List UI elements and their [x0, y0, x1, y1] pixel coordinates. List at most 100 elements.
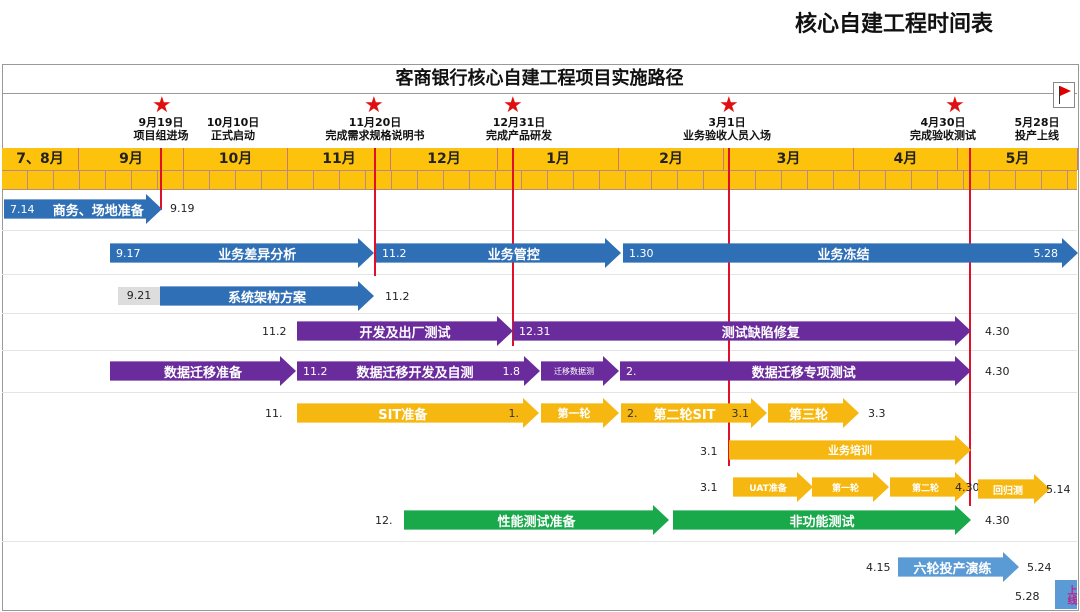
- month-2: 2月: [619, 148, 724, 170]
- end-date: 4.30: [955, 481, 980, 494]
- end-date: 1.8: [502, 364, 520, 378]
- task-label: 测试缺陷修复: [721, 325, 800, 341]
- task-label: 业务冻结: [817, 247, 870, 263]
- task-label: 性能测试准备: [497, 514, 576, 530]
- milestone-date: 3月1日: [708, 116, 746, 129]
- milestone: 4月30日 完成验收测试: [878, 116, 1008, 142]
- star-icon: ★: [364, 93, 384, 118]
- end-date: 5.14: [1046, 483, 1071, 496]
- month-3: 3月: [724, 148, 854, 170]
- milestone: 9月19日 项目组进场: [96, 116, 226, 142]
- start-date: 11.2: [382, 246, 407, 260]
- task-label: 业务差异分析: [218, 247, 297, 263]
- milestone: 10月10日 正式启动: [168, 116, 298, 142]
- week-grid: [2, 170, 1077, 190]
- star-icon: ★: [152, 93, 172, 118]
- month-4: 4月: [854, 148, 958, 170]
- task-label: 业务培训: [828, 444, 872, 457]
- task-label: 商务、场地准备: [52, 203, 144, 219]
- end-date: 3.3: [868, 407, 886, 420]
- month-9: 9月: [79, 148, 184, 170]
- start-date: 2.: [626, 364, 637, 378]
- milestone-label: 完成产品研发: [486, 129, 552, 142]
- task-label: 数据迁移开发及自测: [356, 365, 474, 381]
- milestone-line: [160, 148, 162, 210]
- end-date: 4.30: [985, 325, 1010, 338]
- start-date: 11.2: [303, 364, 328, 378]
- task-label: 系统架构方案: [227, 290, 306, 306]
- milestone: 11月20日 完成需求规格说明书: [310, 116, 440, 142]
- task-label: 业务管控: [487, 247, 540, 263]
- row-divider: [2, 541, 1077, 542]
- milestone-label: 完成需求规格说明书: [325, 129, 425, 142]
- milestone-line: [374, 148, 376, 276]
- diagram-frame: [2, 64, 1079, 611]
- task-label: 第一轮: [557, 407, 591, 420]
- start-date: 7.14: [10, 202, 35, 216]
- month-11: 11月: [288, 148, 391, 170]
- start-date: 11.2: [262, 325, 287, 338]
- start-date: 12.: [375, 514, 393, 527]
- star-icon: ★: [503, 93, 523, 118]
- end-date: 4.30: [985, 365, 1010, 378]
- milestone-label: 项目组进场: [133, 129, 189, 142]
- golive-marker: 上线: [1055, 580, 1077, 609]
- month-12: 12月: [391, 148, 498, 170]
- end-date: 5.24: [1027, 561, 1052, 574]
- task-label: 回归测: [993, 485, 1023, 497]
- milestone: 3月1日 业务验收人员入场: [662, 116, 792, 142]
- milestone-line: [728, 148, 730, 466]
- milestone-label: 正式启动: [211, 129, 255, 142]
- row-divider: [2, 313, 1077, 314]
- star-icon: ★: [945, 93, 965, 118]
- page-title: 核心自建工程时间表: [795, 12, 994, 37]
- chart-title: 客商银行核心自建工程项目实施路径: [2, 64, 1077, 94]
- task-label: 第一轮: [831, 483, 859, 494]
- milestone-date: 10月10日: [206, 116, 260, 129]
- milestone-label: 业务验收人员入场: [683, 129, 771, 142]
- task-label: 数据迁移准备: [163, 365, 242, 381]
- row-divider: [2, 350, 1077, 351]
- row-divider: [2, 230, 1077, 231]
- row-divider: [2, 392, 1077, 393]
- row-divider: [2, 274, 1077, 275]
- milestone-date: 9月19日: [138, 116, 184, 129]
- task-label: 第二轮SIT: [653, 407, 716, 423]
- milestone-label: 投产上线: [1015, 129, 1059, 142]
- milestone-date: 12月31日: [492, 116, 546, 129]
- task-label: 迁移数据测: [554, 366, 594, 376]
- star-icon: ★: [719, 93, 739, 118]
- month-1: 1月: [498, 148, 619, 170]
- milestone-date: 4月30日: [920, 116, 966, 129]
- start-date: 12.31: [519, 324, 551, 338]
- flag-icon: [1053, 82, 1075, 108]
- task-label: UAT准备: [749, 483, 787, 494]
- start-date: 2.: [627, 406, 638, 420]
- start-date: 1.30: [629, 246, 654, 260]
- end-date: 11.2: [385, 290, 410, 303]
- end-date: 9.19: [170, 202, 195, 215]
- task-label: 非功能测试: [789, 514, 855, 530]
- month-7-8: 7、8月: [2, 148, 79, 170]
- start-date: 3.1: [700, 445, 718, 458]
- end-date: 5.28: [1033, 246, 1058, 260]
- milestone-date: 5月28日: [1014, 116, 1060, 129]
- golive-date: 5.28: [1015, 590, 1040, 603]
- milestone-line: [969, 148, 971, 506]
- milestone-label: 完成验收测试: [910, 129, 976, 142]
- month-10: 10月: [184, 148, 288, 170]
- milestone: 12月31日 完成产品研发: [454, 116, 584, 142]
- task-label: 数据迁移专项测试: [751, 365, 856, 381]
- milestone: 5月28日 投产上线: [972, 116, 1080, 142]
- milestone-date: 11月20日: [348, 116, 402, 129]
- start-date: 3.1: [700, 481, 718, 494]
- month-5: 5月: [958, 148, 1078, 170]
- task-label: 六轮投产演练: [913, 561, 992, 577]
- start-date: 9.21: [118, 287, 160, 305]
- task-label: 第二轮: [911, 483, 939, 494]
- start-date: 4.15: [866, 561, 891, 574]
- end-date: 1.: [508, 406, 519, 420]
- task-label: SIT准备: [378, 407, 428, 423]
- start-date: 11.: [265, 407, 283, 420]
- task-label: 第三轮: [788, 407, 828, 423]
